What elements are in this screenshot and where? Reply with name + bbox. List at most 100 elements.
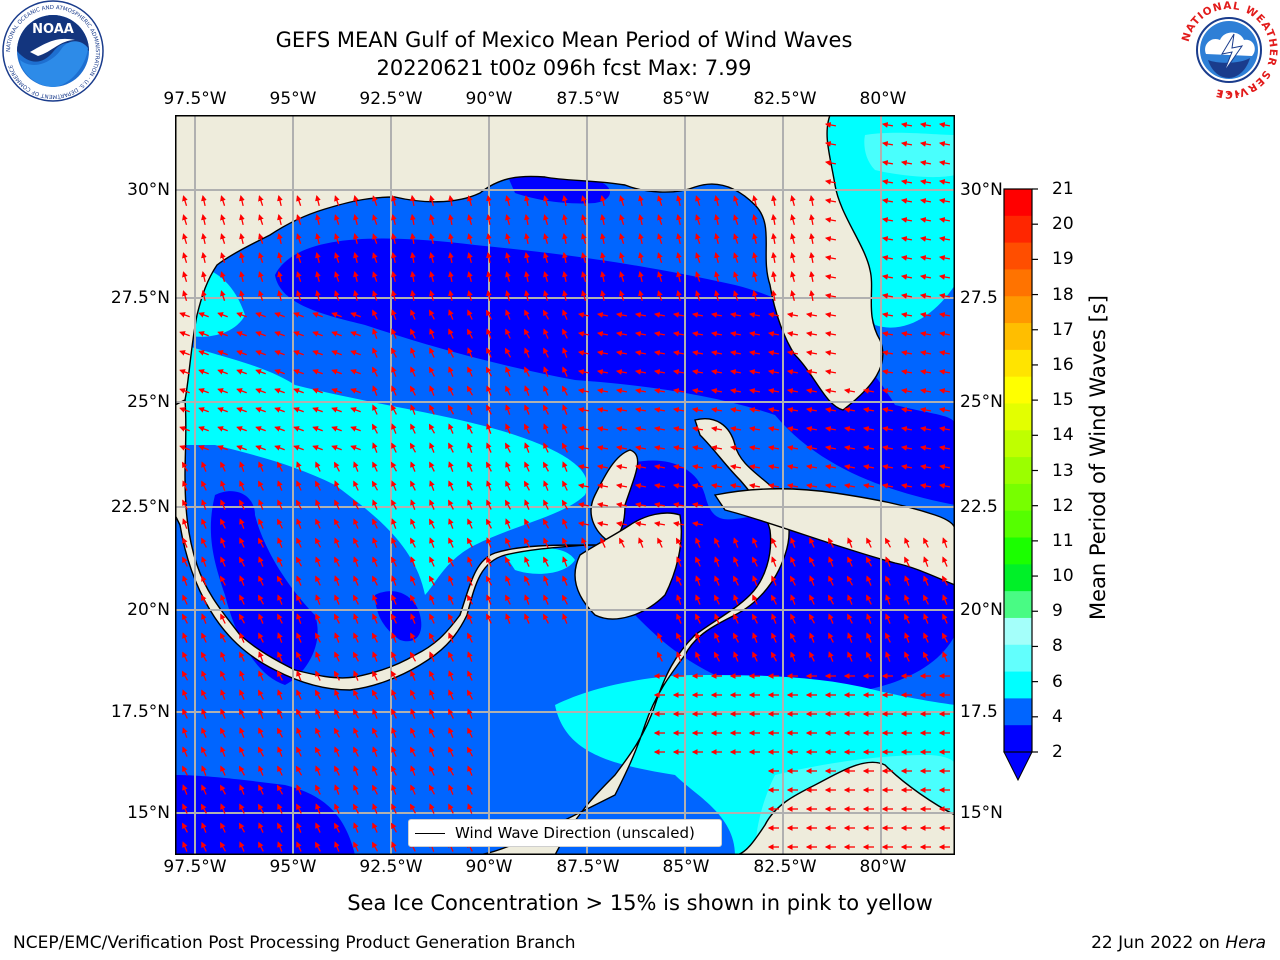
wave-direction-arrow — [672, 426, 685, 432]
wave-direction-arrow — [429, 233, 435, 244]
wave-direction-arrow — [353, 575, 359, 586]
wave-direction-arrow — [900, 350, 913, 356]
wave-direction-arrow — [919, 426, 932, 432]
wave-direction-arrow — [182, 271, 188, 282]
wave-direction-arrow — [238, 613, 246, 624]
wave-direction-arrow — [410, 347, 416, 358]
wave-direction-arrow — [486, 423, 492, 434]
wave-direction-arrow — [733, 613, 739, 624]
wave-direction-arrow — [615, 388, 628, 394]
wave-direction-arrow — [448, 518, 454, 529]
wave-direction-arrow — [729, 445, 742, 451]
wave-direction-arrow — [562, 575, 568, 586]
wave-direction-arrow — [596, 350, 609, 356]
wave-direction-arrow — [847, 632, 853, 643]
wave-direction-arrow — [881, 312, 894, 318]
wave-direction-arrow — [653, 464, 666, 470]
lon-tick-top: 80°W — [859, 89, 907, 109]
wave-direction-arrow — [236, 369, 247, 375]
wave-direction-arrow — [919, 407, 932, 413]
wave-direction-arrow — [277, 765, 283, 776]
wave-direction-arrow — [828, 632, 834, 643]
wave-direction-arrow — [691, 350, 704, 356]
wave-direction-arrow — [577, 445, 590, 451]
colorbar-segment — [1004, 510, 1032, 539]
wave-direction-arrow — [638, 252, 644, 264]
wave-direction-arrow — [293, 426, 304, 432]
wave-direction-arrow — [258, 689, 264, 700]
wave-direction-arrow — [467, 347, 473, 358]
wave-direction-arrow — [448, 251, 454, 264]
wave-direction-arrow — [862, 388, 875, 394]
wave-direction-arrow — [885, 651, 891, 662]
wave-direction-arrow — [771, 194, 777, 207]
wave-direction-arrow — [429, 594, 435, 605]
wave-direction-arrow — [695, 575, 701, 586]
wave-direction-arrow — [486, 404, 492, 415]
wave-direction-arrow — [410, 746, 416, 757]
wave-direction-arrow — [672, 483, 685, 489]
wave-direction-arrow — [543, 290, 549, 301]
wave-direction-arrow — [277, 214, 283, 226]
wave-direction-arrow — [372, 651, 378, 662]
wave-direction-arrow — [786, 464, 799, 470]
colorbar-segment — [1004, 430, 1032, 458]
wave-direction-arrow — [524, 385, 530, 396]
wave-direction-arrow — [619, 195, 625, 206]
wave-direction-arrow — [942, 537, 948, 548]
wave-direction-arrow — [239, 194, 245, 207]
wave-direction-arrow — [429, 499, 435, 510]
wave-direction-arrow — [900, 312, 913, 318]
wave-direction-arrow — [220, 233, 226, 244]
wave-direction-arrow — [824, 160, 837, 166]
wave-direction-arrow — [220, 575, 226, 586]
wave-direction-arrow — [884, 537, 892, 548]
lon-tick-bottom: 97.5°W — [163, 857, 227, 877]
wave-direction-arrow — [710, 483, 723, 489]
wave-direction-arrow — [410, 518, 416, 529]
wave-direction-arrow — [581, 252, 587, 263]
wave-direction-arrow — [220, 214, 226, 225]
wave-direction-arrow — [372, 328, 378, 339]
wave-direction-arrow — [505, 404, 511, 415]
wave-direction-arrow — [410, 366, 416, 377]
wave-direction-arrow — [695, 271, 701, 282]
wave-direction-arrow — [900, 464, 913, 470]
wave-direction-arrow — [314, 537, 322, 548]
wave-direction-arrow — [296, 480, 302, 491]
wave-direction-arrow — [729, 388, 742, 394]
wave-direction-arrow — [296, 670, 302, 681]
wave-direction-arrow — [809, 537, 815, 548]
wave-direction-arrow — [919, 255, 932, 261]
wave-direction-arrow — [767, 312, 780, 318]
wave-direction-arrow — [182, 575, 188, 586]
wave-direction-arrow — [334, 195, 340, 206]
colorbar-tick-label: 20 — [1052, 214, 1074, 235]
wave-direction-arrow — [657, 195, 663, 206]
wave-direction-arrow — [695, 290, 701, 301]
wave-direction-arrow — [634, 426, 647, 432]
wave-direction-arrow — [828, 575, 834, 586]
colorbar-tick-label: 19 — [1052, 249, 1074, 270]
wave-direction-arrow — [600, 251, 606, 264]
wave-direction-arrow — [182, 689, 188, 700]
wave-direction-arrow — [182, 518, 188, 529]
wave-direction-arrow — [714, 290, 720, 302]
wave-direction-arrow — [201, 461, 207, 472]
wave-direction-arrow — [201, 594, 207, 605]
footer-credit: NCEP/EMC/Verification Post Processing Pr… — [13, 933, 576, 953]
wave-direction-arrow — [372, 442, 378, 453]
wave-direction-arrow — [752, 195, 758, 206]
colorbar-segment — [1004, 403, 1032, 431]
wave-direction-arrow — [881, 179, 894, 185]
wave-direction-arrow — [179, 426, 190, 432]
wave-direction-arrow — [182, 195, 188, 206]
colorbar-extend-triangle — [1003, 751, 1033, 782]
wave-direction-arrow — [255, 426, 266, 432]
wave-direction-arrow — [505, 442, 511, 453]
wave-direction-arrow — [486, 461, 492, 472]
wave-direction-arrow — [410, 575, 416, 586]
wave-direction-arrow — [710, 331, 723, 337]
wave-direction-arrow — [315, 233, 321, 245]
wave-direction-arrow — [182, 233, 188, 244]
